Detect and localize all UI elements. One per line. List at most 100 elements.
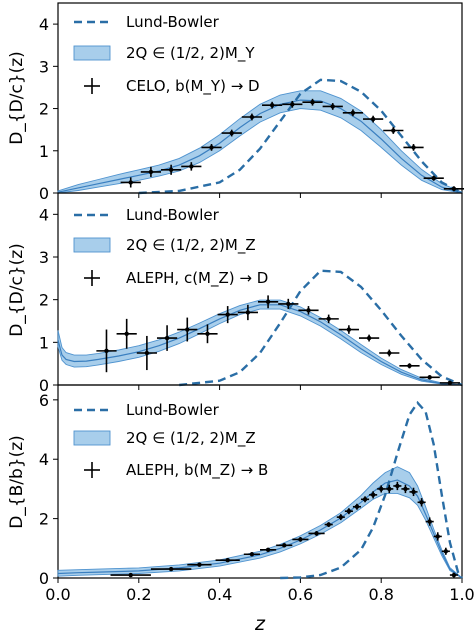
legend-data-label: CELO, b(M_Y) → D xyxy=(126,77,260,96)
data-point xyxy=(136,335,157,371)
legend-data-label: ALEPH, b(M_Z) → B xyxy=(126,461,268,480)
data-point xyxy=(369,491,378,499)
data-point-marker xyxy=(269,102,275,108)
data-point xyxy=(361,496,370,503)
data-point xyxy=(150,566,192,572)
data-point-marker xyxy=(209,145,214,150)
y-tick-label: 4 xyxy=(39,450,49,469)
y-tick-label: 0 xyxy=(39,376,49,395)
data-point xyxy=(262,101,283,109)
data-point-marker xyxy=(290,102,295,107)
data-point-marker xyxy=(451,572,457,578)
data-point-marker xyxy=(298,537,303,542)
data-point xyxy=(401,484,410,494)
data-point-marker xyxy=(189,164,194,169)
y-tick-label: 6 xyxy=(39,391,49,410)
data-point-marker xyxy=(124,331,129,336)
data-point xyxy=(318,314,339,324)
data-point-marker xyxy=(310,100,315,105)
data-point-marker xyxy=(370,116,376,122)
data-point xyxy=(292,537,309,542)
data-point xyxy=(110,572,151,578)
data-point xyxy=(217,306,238,324)
data-point xyxy=(441,547,450,555)
data-point-marker xyxy=(330,104,335,109)
y-tick-label: 0 xyxy=(39,569,49,588)
data-point xyxy=(257,295,279,309)
y-tick-label: 0 xyxy=(39,184,49,203)
data-point xyxy=(352,503,361,510)
panel-2-legend: Lund-Bowler 2Q ∈ (1/2, 2)M_Z ALEPH, c(M_… xyxy=(73,206,268,288)
data-point-marker xyxy=(338,514,343,520)
legend-lund-bowler-label: Lund-Bowler xyxy=(126,206,220,224)
data-point xyxy=(298,306,319,315)
data-point xyxy=(403,144,424,151)
y-tick-label: 4 xyxy=(39,15,49,34)
y-tick-label: 1 xyxy=(39,142,49,161)
panel-1-plot: 0 1 2 3 4 xyxy=(39,15,465,203)
data-point-marker xyxy=(265,547,271,552)
data-point-marker xyxy=(366,335,372,341)
lund-bowler-curve xyxy=(280,400,463,580)
band-central-line xyxy=(57,99,463,194)
panel-2-ylabel: D_{D/c}(z) xyxy=(7,243,27,337)
data-point-marker xyxy=(391,128,396,133)
data-point-marker xyxy=(431,176,436,181)
data-point xyxy=(338,325,359,334)
legend-band-swatch xyxy=(73,237,111,253)
y-tick-label: 1 xyxy=(39,333,49,352)
data-point-marker xyxy=(164,335,170,341)
data-point xyxy=(241,113,263,121)
panel-3-legend: Lund-Bowler 2Q ∈ (1/2, 2)M_Z ALEPH, b(M_… xyxy=(73,401,268,480)
data-point-marker xyxy=(447,380,453,386)
y-tick-label: 2 xyxy=(39,510,49,529)
data-point-marker xyxy=(419,500,424,505)
x-tick-label: 0.8 xyxy=(368,585,393,604)
data-point xyxy=(302,98,323,106)
data-point xyxy=(383,127,404,134)
y-tick-label: 3 xyxy=(39,248,49,267)
band-area xyxy=(57,90,463,194)
data-point-marker xyxy=(205,331,210,336)
x-axis-label: z xyxy=(254,613,266,635)
y-tick-label: 2 xyxy=(39,291,49,310)
panel-1-ylabel: D_{D/c}(z) xyxy=(7,51,27,145)
data-point xyxy=(221,129,242,137)
data-point xyxy=(399,363,420,369)
legend-band-swatch xyxy=(73,45,111,61)
data-point-marker xyxy=(354,504,360,509)
data-point-marker xyxy=(370,492,376,498)
lund-bowler-curve xyxy=(138,78,463,195)
data-point xyxy=(197,324,218,344)
data-point-marker xyxy=(326,316,331,322)
data-point-marker xyxy=(395,483,400,489)
x-tick-label: 1.0 xyxy=(449,585,474,604)
data-point-marker xyxy=(314,531,319,536)
data-point-marker xyxy=(435,534,440,539)
data-point xyxy=(278,298,299,310)
data-point xyxy=(417,498,426,507)
data-point-marker xyxy=(443,549,449,554)
data-point-marker xyxy=(350,110,356,115)
data-point xyxy=(363,115,384,123)
data-point xyxy=(96,329,117,373)
data-point-marker xyxy=(282,543,287,548)
panel-3-ylabel: D_{B/b}(z) xyxy=(7,435,27,529)
legend-band-swatch xyxy=(73,430,111,446)
data-point xyxy=(140,166,162,177)
data-point xyxy=(409,487,418,497)
x-tick-label: 0.2 xyxy=(126,585,151,604)
data-point-marker xyxy=(346,508,352,514)
panel-3-frame xyxy=(57,384,463,579)
data-point xyxy=(344,508,353,515)
data-point xyxy=(433,532,442,541)
legend-band-label: 2Q ∈ (1/2, 2)M_Y xyxy=(126,44,255,63)
legend-lund-bowler-label: Lund-Bowler xyxy=(126,13,220,31)
data-point-marker xyxy=(362,497,368,502)
data-point-marker xyxy=(326,522,331,527)
x-tick-label: 0.0 xyxy=(45,585,70,604)
data-point-marker xyxy=(411,489,416,495)
y-tick-label: 3 xyxy=(39,57,49,76)
data-point-marker xyxy=(225,312,230,317)
